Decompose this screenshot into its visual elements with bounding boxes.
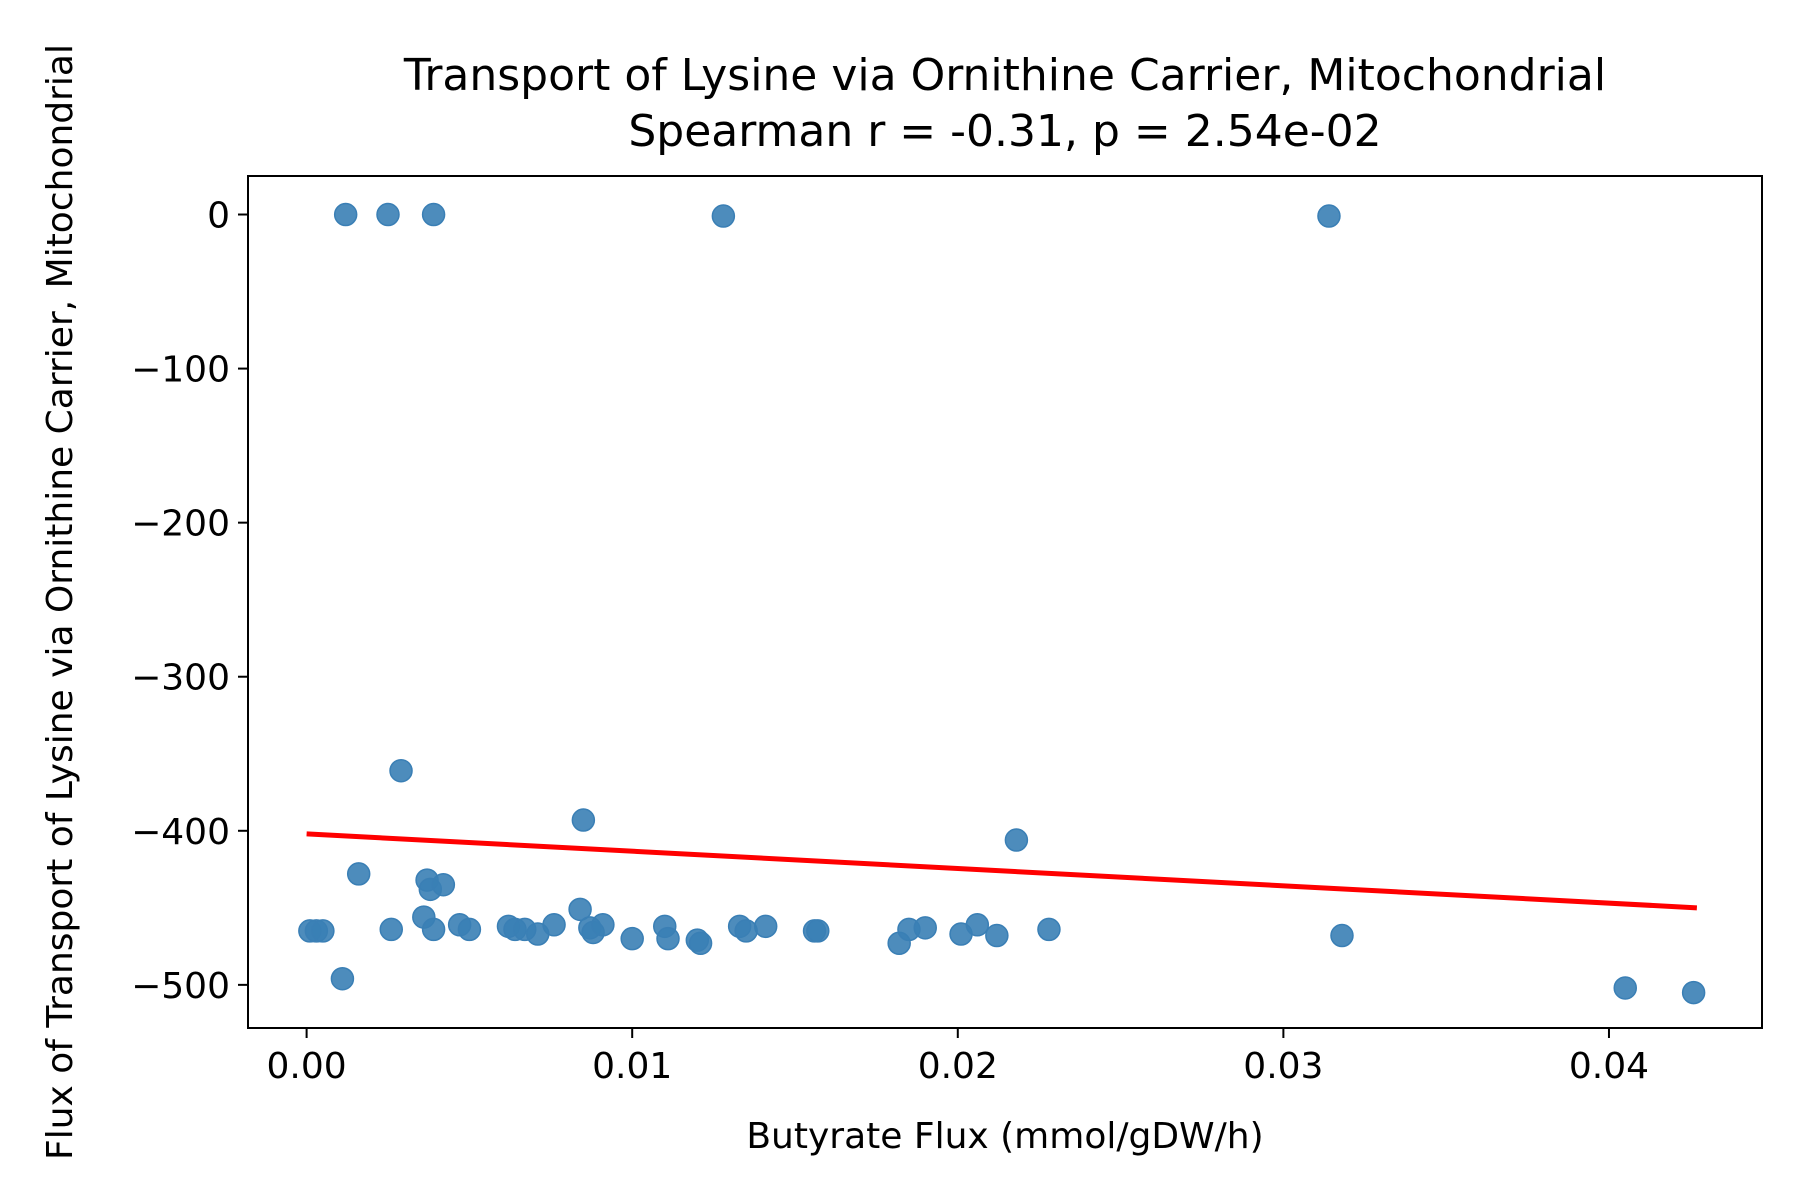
- x-tick-label: 0.00: [267, 1046, 347, 1087]
- scatter-point-39: [806, 919, 830, 943]
- x-tick-label: 0.02: [918, 1046, 998, 1087]
- x-axis-label: Butyrate Flux (mmol/gDW/h): [746, 1116, 1263, 1157]
- scatter-point-34: [688, 931, 713, 956]
- scatter-point-9: [346, 862, 371, 886]
- y-tick-label: −300: [131, 658, 230, 699]
- scatter-point-18: [379, 917, 404, 942]
- x-tick-label: 0.03: [1243, 1046, 1323, 1087]
- regression-line-group: [306, 831, 1698, 911]
- y-tick-label: 0: [207, 196, 230, 237]
- scatter-point-45: [985, 923, 1009, 948]
- scatter-point-4: [711, 204, 736, 228]
- scatter-point-5: [1317, 204, 1341, 228]
- x-tick-label: 0.01: [592, 1046, 672, 1087]
- x-tick-label: 0.04: [1569, 1046, 1649, 1087]
- scatter-point-19: [421, 917, 446, 942]
- scatter-point-7: [571, 808, 596, 832]
- y-axis-label: Flux of Transport of Lysine via Ornithin…: [40, 44, 81, 1160]
- scatter-point-50: [1681, 980, 1706, 1005]
- scatter-point-26: [542, 913, 566, 937]
- scatter-point-32: [656, 926, 680, 951]
- y-tick-label: −100: [131, 350, 230, 391]
- scatter-point-1: [333, 202, 358, 227]
- regression-line: [306, 831, 1698, 911]
- scatter-point-47: [1330, 923, 1354, 948]
- scatter-point-49: [1613, 976, 1638, 1000]
- y-axis-ticks: 0 −100 −200 −300 −400 −500: [131, 196, 248, 1007]
- scatter-point-12: [431, 872, 456, 897]
- plot-frame: [247, 175, 1763, 1029]
- chart-subtitle: Spearman r = -0.31, p = 2.54e-02: [628, 106, 1381, 157]
- scatter-point-2: [376, 202, 400, 227]
- scatter-point-6: [389, 758, 413, 783]
- scatter-point-3: [421, 202, 446, 227]
- scatter-point-44: [965, 913, 990, 937]
- scatter-point-30: [620, 926, 644, 951]
- scatter-point-37: [753, 914, 778, 939]
- scatter-point-29: [591, 913, 615, 937]
- scatter-points: [298, 202, 1706, 1005]
- scatter-point-8: [1004, 828, 1029, 852]
- scatter-point-17: [311, 919, 335, 943]
- chart-title: Transport of Lysine via Ornithine Carrie…: [403, 50, 1606, 101]
- y-tick-label: −400: [131, 812, 230, 853]
- y-tick-label: −200: [131, 504, 230, 545]
- scatter-point-48: [330, 966, 355, 991]
- y-tick-label: −500: [131, 966, 230, 1007]
- scatter-point-42: [913, 916, 937, 940]
- scatter-point-21: [457, 917, 482, 942]
- scatter-point-46: [1037, 917, 1061, 942]
- scatter-point-14: [568, 897, 592, 922]
- scatter-point-36: [734, 919, 758, 943]
- x-axis-ticks: 0.00 0.01 0.02 0.03 0.04: [267, 1028, 1649, 1087]
